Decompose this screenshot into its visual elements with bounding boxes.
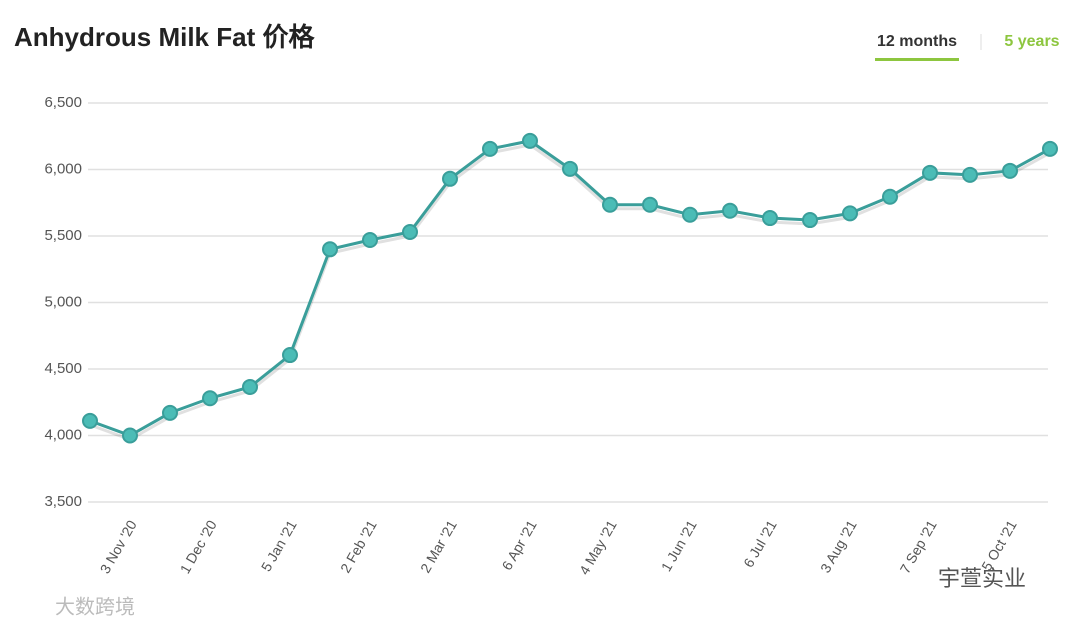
- y-tick-label: 4,500: [44, 360, 82, 377]
- line-shadow: [89, 143, 1051, 442]
- x-tick-label: 2 Mar '21: [417, 517, 460, 575]
- point: [202, 390, 218, 407]
- point: [82, 412, 98, 429]
- point: [802, 212, 818, 229]
- watermark: 大数跨境: [55, 595, 135, 618]
- watermark: 宇萱实业: [938, 566, 1026, 591]
- y-tick-label: 3,500: [44, 493, 82, 510]
- point: [482, 140, 498, 157]
- x-tick-label: 2 Feb '21: [337, 517, 380, 575]
- point: [842, 205, 858, 222]
- x-tick-label: 7 Sep '21: [897, 517, 940, 576]
- point: [1042, 140, 1058, 157]
- y-tick-label: 4,000: [44, 426, 82, 443]
- x-tick-label: 6 Jul '21: [740, 517, 780, 570]
- point: [442, 170, 458, 187]
- x-tick-label: 4 May '21: [576, 517, 620, 577]
- point: [362, 231, 378, 248]
- point: [722, 202, 738, 219]
- point: [282, 347, 298, 364]
- point: [402, 224, 418, 241]
- y-tick-label: 5,500: [44, 227, 82, 244]
- point: [122, 427, 138, 444]
- point: [882, 188, 898, 205]
- chart-title: Anhydrous Milk Fat 价格: [14, 22, 315, 52]
- point: [962, 166, 978, 183]
- point: [242, 378, 258, 395]
- x-tick-label: 1 Dec '20: [177, 517, 220, 576]
- point: [602, 196, 618, 213]
- x-tick-label: 3 Aug '21: [817, 517, 860, 575]
- point: [682, 206, 698, 223]
- point: [522, 132, 538, 149]
- y-tick-label: 6,500: [44, 94, 82, 111]
- point: [1002, 162, 1018, 179]
- y-tick-label: 6,000: [44, 160, 82, 177]
- y-tick-label: 5,000: [44, 293, 82, 310]
- x-tick-label: 5 Jan '21: [258, 517, 300, 574]
- point: [322, 241, 338, 258]
- point: [162, 404, 178, 421]
- point: [562, 160, 578, 177]
- point: [642, 196, 658, 213]
- range-option[interactable]: 12 months: [877, 33, 957, 50]
- point: [922, 164, 938, 181]
- active-indicator: [875, 58, 959, 61]
- x-tick-label: 1 Jun '21: [658, 517, 700, 574]
- point: [762, 210, 778, 227]
- x-tick-label: 3 Nov '20: [97, 517, 140, 576]
- range-option[interactable]: 5 years: [1004, 33, 1059, 50]
- line: [89, 139, 1051, 438]
- x-tick-label: 6 Apr '21: [499, 517, 540, 573]
